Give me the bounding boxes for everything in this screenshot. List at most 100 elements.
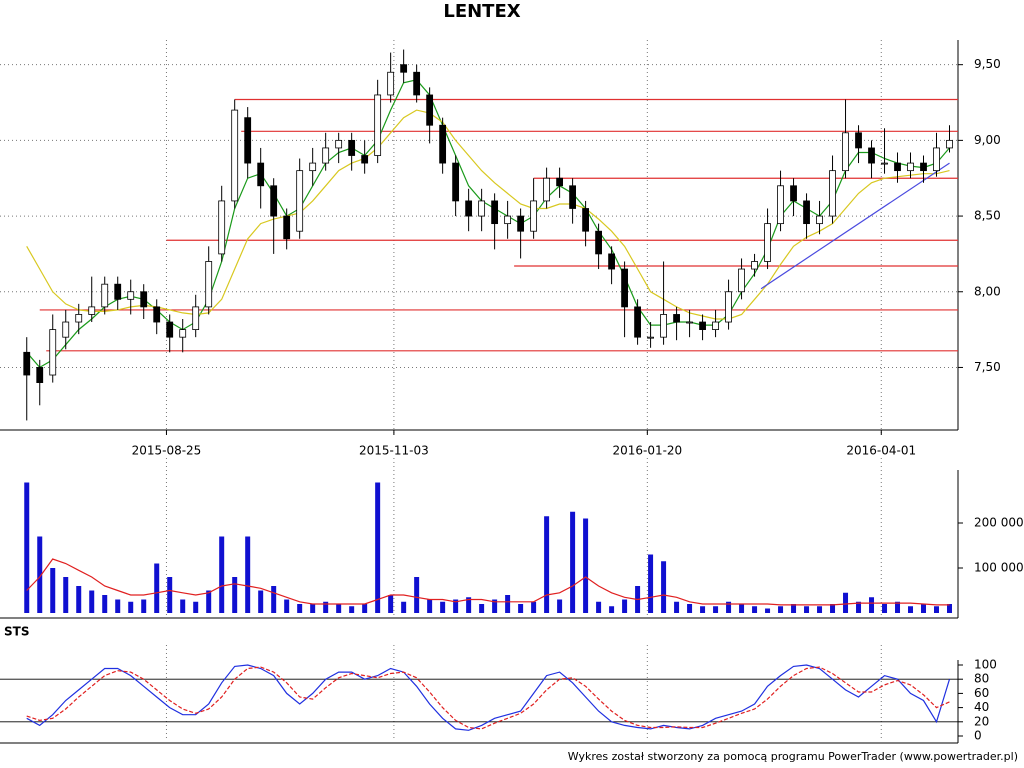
candle-body bbox=[348, 139, 356, 156]
candle-body bbox=[933, 147, 940, 172]
volume-bar bbox=[427, 599, 433, 613]
volume-bar bbox=[544, 516, 550, 613]
candle-body bbox=[868, 147, 875, 164]
candle-body bbox=[205, 261, 213, 308]
candle-body bbox=[114, 283, 122, 300]
candle-body bbox=[62, 321, 70, 338]
candle-body bbox=[946, 139, 953, 149]
candle-body bbox=[361, 155, 369, 164]
volume-bar bbox=[63, 577, 69, 613]
volume-bar bbox=[622, 599, 628, 613]
candle-body bbox=[621, 268, 628, 308]
candle-body bbox=[647, 336, 654, 339]
candle-body bbox=[673, 314, 680, 323]
volume-bar bbox=[24, 482, 30, 613]
candle-body bbox=[517, 215, 525, 232]
candle-body bbox=[712, 321, 719, 331]
candle-body bbox=[244, 117, 252, 164]
volume-bar bbox=[882, 604, 888, 613]
candle-body bbox=[374, 94, 382, 156]
volume-bar bbox=[505, 595, 511, 613]
candle-body bbox=[426, 94, 434, 126]
volume-bar bbox=[323, 601, 329, 613]
panel-title: STS bbox=[4, 625, 29, 639]
volume-bar bbox=[687, 604, 693, 613]
volume-bar bbox=[232, 577, 238, 613]
volume-bar bbox=[128, 601, 134, 613]
volume-bar bbox=[310, 604, 316, 613]
volume-bar bbox=[37, 536, 43, 613]
volume-bar bbox=[713, 606, 719, 613]
volume-bar bbox=[518, 604, 524, 613]
series-line bbox=[26, 109, 950, 320]
y-tick-label: 100 bbox=[974, 658, 997, 672]
candle-body bbox=[88, 306, 96, 315]
volume-bar bbox=[557, 599, 563, 613]
series-line bbox=[26, 664, 951, 731]
candle-body bbox=[270, 185, 278, 217]
candle-body bbox=[764, 223, 771, 262]
candle-body bbox=[504, 215, 512, 225]
candle-body bbox=[452, 162, 460, 202]
candle-body bbox=[478, 200, 486, 217]
volume-bar bbox=[349, 606, 355, 613]
y-tick-label: 9,00 bbox=[974, 133, 1001, 147]
candle-body bbox=[387, 71, 395, 96]
volume-bar bbox=[466, 597, 472, 613]
volume-bar bbox=[570, 511, 576, 613]
volume-bar bbox=[947, 604, 953, 613]
volume-bar bbox=[271, 586, 277, 613]
candle-body bbox=[296, 170, 304, 232]
y-tick-label: 8,50 bbox=[974, 209, 1001, 223]
y-tick-label: 20 bbox=[974, 714, 989, 728]
volume-bar bbox=[648, 554, 654, 613]
candle-body bbox=[608, 253, 615, 270]
volume-bar bbox=[362, 604, 368, 613]
volume-bar bbox=[50, 568, 56, 613]
volume-bar bbox=[869, 597, 875, 613]
candle-body bbox=[829, 170, 836, 217]
candle-body bbox=[413, 71, 421, 96]
candle-body bbox=[907, 162, 914, 172]
y-tick-label: 80 bbox=[974, 672, 989, 686]
candle-body bbox=[335, 139, 343, 149]
candle-body bbox=[36, 367, 44, 383]
candle-body bbox=[816, 215, 823, 225]
x-tick-label: 2016-04-01 bbox=[846, 444, 916, 458]
volume-bar bbox=[89, 590, 95, 613]
volume-bar bbox=[856, 601, 862, 613]
volume-bar bbox=[596, 601, 602, 613]
volume-bar bbox=[206, 590, 212, 613]
candle-body bbox=[153, 306, 161, 323]
candle-body bbox=[465, 200, 473, 217]
y-tick-label: 60 bbox=[974, 686, 989, 700]
volume-bar bbox=[661, 561, 667, 613]
volume-bar bbox=[297, 604, 303, 613]
candle-body bbox=[491, 200, 499, 225]
volume-bar bbox=[492, 599, 498, 613]
trend-line bbox=[760, 162, 950, 290]
candle-body bbox=[634, 306, 641, 338]
volume-bar bbox=[583, 518, 589, 613]
volume-bar bbox=[700, 606, 706, 613]
volume-bar bbox=[258, 590, 264, 613]
candle-body bbox=[166, 321, 174, 338]
y-tick-label: 200 000 bbox=[974, 516, 1024, 530]
candle-body bbox=[49, 329, 57, 376]
volume-bar bbox=[479, 604, 485, 613]
volume-bar bbox=[141, 599, 147, 613]
series-line bbox=[26, 558, 950, 606]
volume-bar bbox=[843, 592, 849, 613]
candle-body bbox=[101, 283, 109, 308]
candle-body bbox=[686, 321, 693, 324]
candle-body bbox=[192, 306, 200, 331]
volume-bar bbox=[154, 563, 160, 613]
candle-body bbox=[777, 185, 784, 225]
footer: Wykres został stworzony za pomocą progra… bbox=[568, 750, 1018, 763]
x-tick-label: 2015-11-03 bbox=[359, 444, 429, 458]
candle-body bbox=[75, 314, 83, 323]
x-tick-label: 2015-08-25 bbox=[132, 444, 202, 458]
candle-body bbox=[322, 147, 330, 164]
candle-body bbox=[218, 200, 226, 255]
